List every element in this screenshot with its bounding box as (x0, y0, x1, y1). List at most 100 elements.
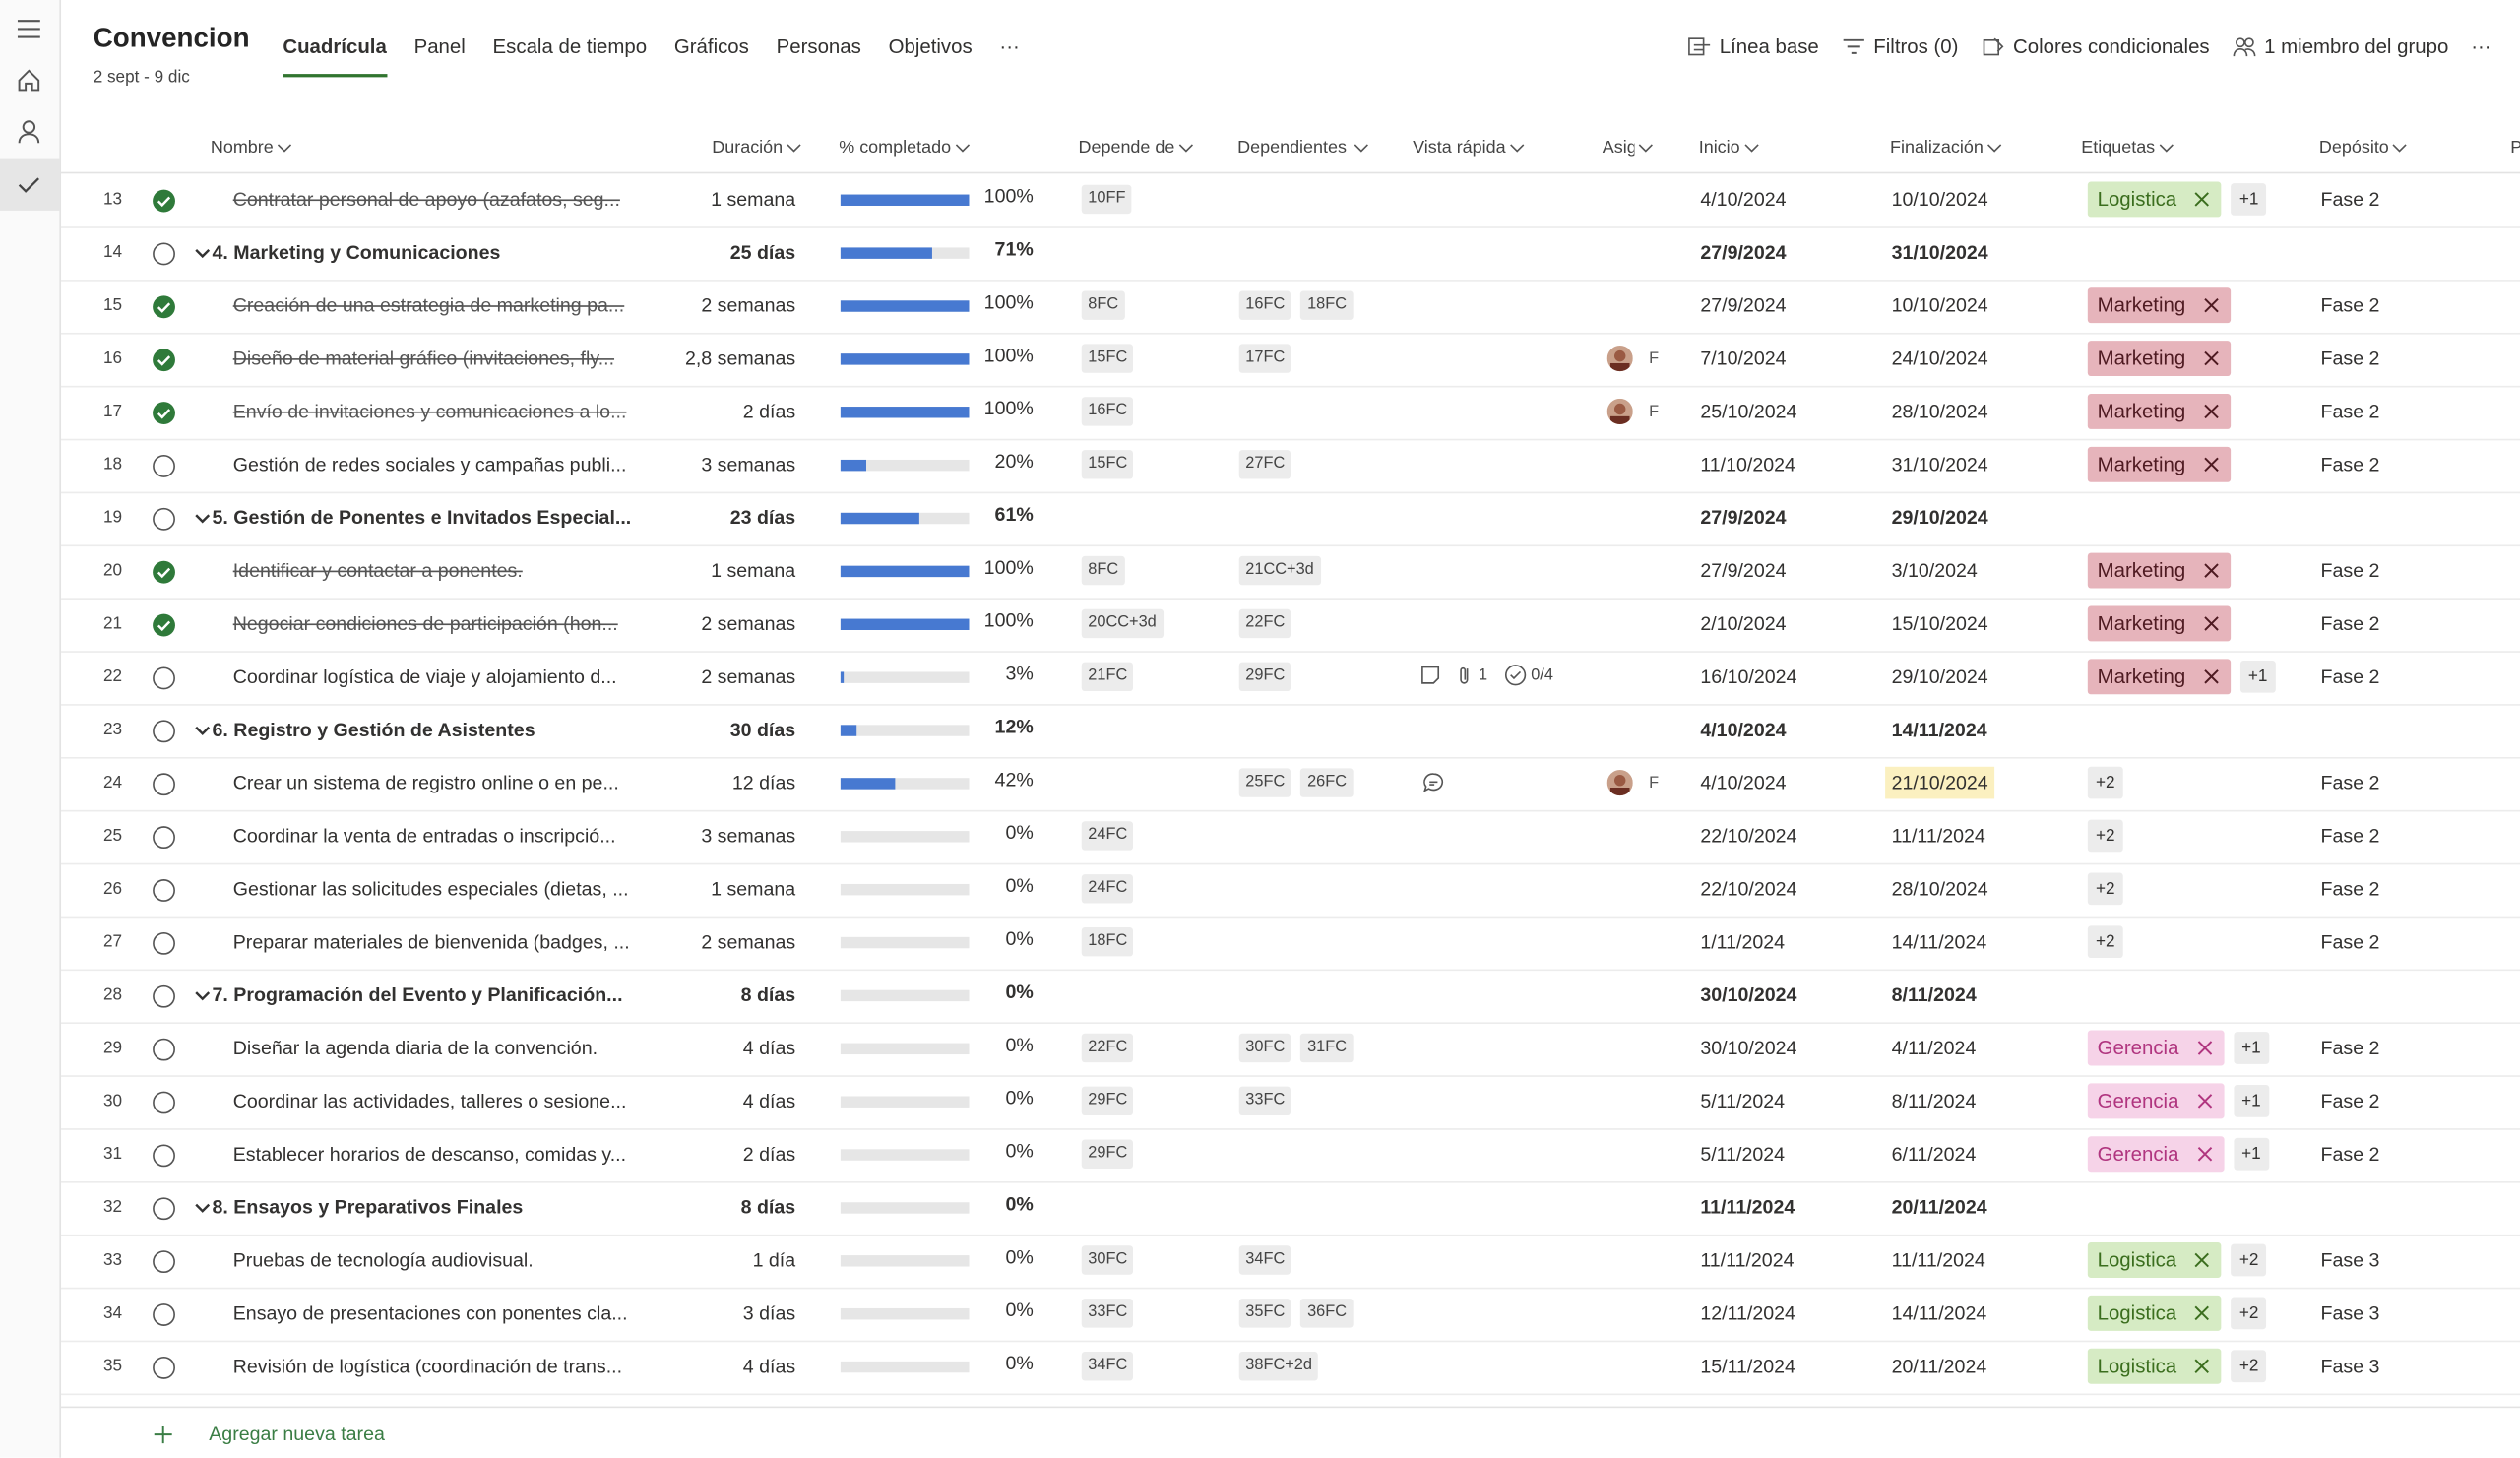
status-circle[interactable] (151, 772, 176, 797)
task-name[interactable]: 4. Marketing y Comunicaciones (212, 240, 501, 264)
label-chip[interactable]: Logistica (2087, 1295, 2222, 1331)
label-chip[interactable]: Marketing (2087, 659, 2231, 695)
status-circle[interactable] (151, 930, 176, 956)
status-circle[interactable] (151, 348, 176, 373)
status-circle[interactable] (151, 1301, 176, 1327)
more-labels[interactable]: +2 (2087, 766, 2123, 799)
remove-label[interactable] (2202, 667, 2222, 687)
tab[interactable]: Objetivos (888, 34, 973, 58)
active-nav[interactable] (0, 158, 60, 211)
collapse-chevron[interactable] (195, 990, 211, 1003)
label-chip[interactable]: Marketing (2087, 552, 2231, 589)
column-header[interactable]: % completado (839, 138, 970, 158)
tool-button[interactable]: ··· (2471, 35, 2490, 58)
more-labels[interactable]: +2 (2087, 819, 2123, 853)
status-circle[interactable] (151, 983, 176, 1009)
label-chip[interactable]: Gerencia (2087, 1136, 2225, 1173)
task-name[interactable]: Coordinar las actividades, talleres o se… (232, 1089, 627, 1112)
column-header[interactable]: P (2510, 138, 2520, 158)
tab[interactable]: Escala de tiempo (492, 34, 648, 58)
add-task[interactable]: Agregar nueva tarea (209, 1422, 385, 1445)
more-labels[interactable]: +1 (2233, 1085, 2269, 1117)
task-name[interactable]: Negociar condiciones de participación (h… (232, 612, 618, 635)
more-labels[interactable]: +2 (2087, 925, 2123, 959)
more-labels[interactable]: +2 (2231, 1297, 2267, 1330)
remove-label[interactable] (2202, 614, 2222, 634)
status-circle[interactable] (151, 188, 176, 214)
label-chip[interactable]: Marketing (2087, 446, 2231, 482)
status-circle[interactable] (151, 401, 176, 426)
remove-label[interactable] (2202, 295, 2222, 315)
label-chip[interactable]: Logistica (2087, 1242, 2222, 1278)
label-chip[interactable]: Logistica (2087, 1348, 2222, 1384)
status-circle[interactable] (151, 241, 176, 267)
collapse-chevron[interactable] (195, 1202, 211, 1215)
task-name[interactable]: Revisión de logística (coordinación de t… (232, 1355, 623, 1378)
column-header[interactable]: Duración (712, 138, 801, 158)
status-circle[interactable] (151, 719, 176, 744)
task-name[interactable]: Gestión de redes sociales y campañas pub… (232, 453, 627, 476)
remove-label[interactable] (2202, 349, 2222, 368)
remove-label[interactable] (2193, 1303, 2213, 1323)
label-chip[interactable]: Logistica (2087, 181, 2222, 218)
tool-button[interactable]: Filtros (0) (1842, 35, 1958, 58)
task-name[interactable]: Pruebas de tecnología audiovisual. (232, 1248, 534, 1272)
task-name[interactable]: 7. Programación del Evento y Planificaci… (212, 983, 623, 1007)
status-circle[interactable] (151, 294, 176, 320)
label-chip[interactable]: Gerencia (2087, 1083, 2225, 1119)
status-circle[interactable] (151, 453, 176, 478)
remove-label[interactable] (2202, 455, 2222, 475)
person-icon[interactable] (16, 119, 41, 145)
more-labels[interactable]: +1 (2239, 661, 2276, 693)
collapse-chevron[interactable] (195, 513, 211, 526)
column-header[interactable]: Finalización (1890, 138, 2002, 158)
task-name[interactable]: 5. Gestión de Ponentes e Invitados Espec… (212, 506, 632, 530)
column-header[interactable]: Nombre (211, 138, 292, 158)
task-name[interactable]: Ensayo de presentaciones con ponentes cl… (232, 1301, 628, 1325)
task-name[interactable]: Establecer horarios de descanso, comidas… (232, 1142, 627, 1166)
status-circle[interactable] (151, 559, 176, 585)
task-name[interactable]: Creación de una estrategia de marketing … (232, 293, 625, 317)
task-name[interactable]: Gestionar las solicitudes especiales (di… (232, 877, 629, 901)
label-chip[interactable]: Marketing (2087, 605, 2231, 642)
tool-button[interactable]: Línea base (1687, 35, 1819, 58)
column-header[interactable]: Asig (1603, 138, 1654, 158)
tab[interactable]: Panel (413, 34, 466, 58)
task-name[interactable]: Contratar personal de apoyo (azafatos, s… (232, 188, 620, 211)
more-labels[interactable]: +1 (2231, 183, 2267, 216)
status-circle[interactable] (151, 612, 176, 638)
task-name[interactable]: Coordinar la venta de entradas o inscrip… (232, 824, 616, 848)
status-circle[interactable] (151, 1037, 176, 1062)
tab[interactable]: Cuadrícula (283, 35, 387, 78)
column-header[interactable]: Vista rápida (1413, 138, 1525, 158)
home-icon[interactable] (16, 68, 41, 94)
tab[interactable]: Personas (776, 34, 861, 58)
tool-button[interactable]: 1 miembro del grupo (2233, 35, 2448, 58)
task-name[interactable]: Coordinar logística de viaje y alojamien… (232, 665, 617, 688)
status-circle[interactable] (151, 506, 176, 532)
remove-label[interactable] (2193, 1357, 2213, 1376)
label-chip[interactable]: Marketing (2087, 393, 2231, 429)
task-name[interactable]: Preparar materiales de bienvenida (badge… (232, 930, 630, 954)
status-circle[interactable] (151, 1196, 176, 1222)
remove-label[interactable] (2202, 561, 2222, 581)
task-name[interactable]: Identificar y contactar a ponentes. (232, 559, 523, 583)
label-chip[interactable]: Marketing (2087, 341, 2231, 377)
label-chip[interactable]: Gerencia (2087, 1030, 2225, 1066)
label-chip[interactable]: Marketing (2087, 287, 2231, 324)
more-labels[interactable]: +1 (2233, 1032, 2269, 1064)
task-name[interactable]: Diseñar la agenda diaria de la convenció… (232, 1037, 598, 1059)
remove-label[interactable] (2193, 190, 2213, 210)
status-circle[interactable] (151, 1143, 176, 1169)
tab[interactable]: ··· (999, 34, 1020, 58)
remove-label[interactable] (2193, 1250, 2213, 1270)
column-header[interactable]: Depósito (2319, 138, 2408, 158)
column-header[interactable]: Dependientes (c (1237, 138, 1369, 158)
column-header[interactable]: Inicio (1699, 138, 1760, 158)
status-circle[interactable] (151, 1355, 176, 1380)
status-circle[interactable] (151, 877, 176, 903)
more-labels[interactable]: +2 (2087, 872, 2123, 906)
task-name[interactable]: 8. Ensayos y Preparativos Finales (212, 1195, 524, 1219)
remove-label[interactable] (2195, 1039, 2215, 1058)
status-circle[interactable] (151, 666, 176, 691)
